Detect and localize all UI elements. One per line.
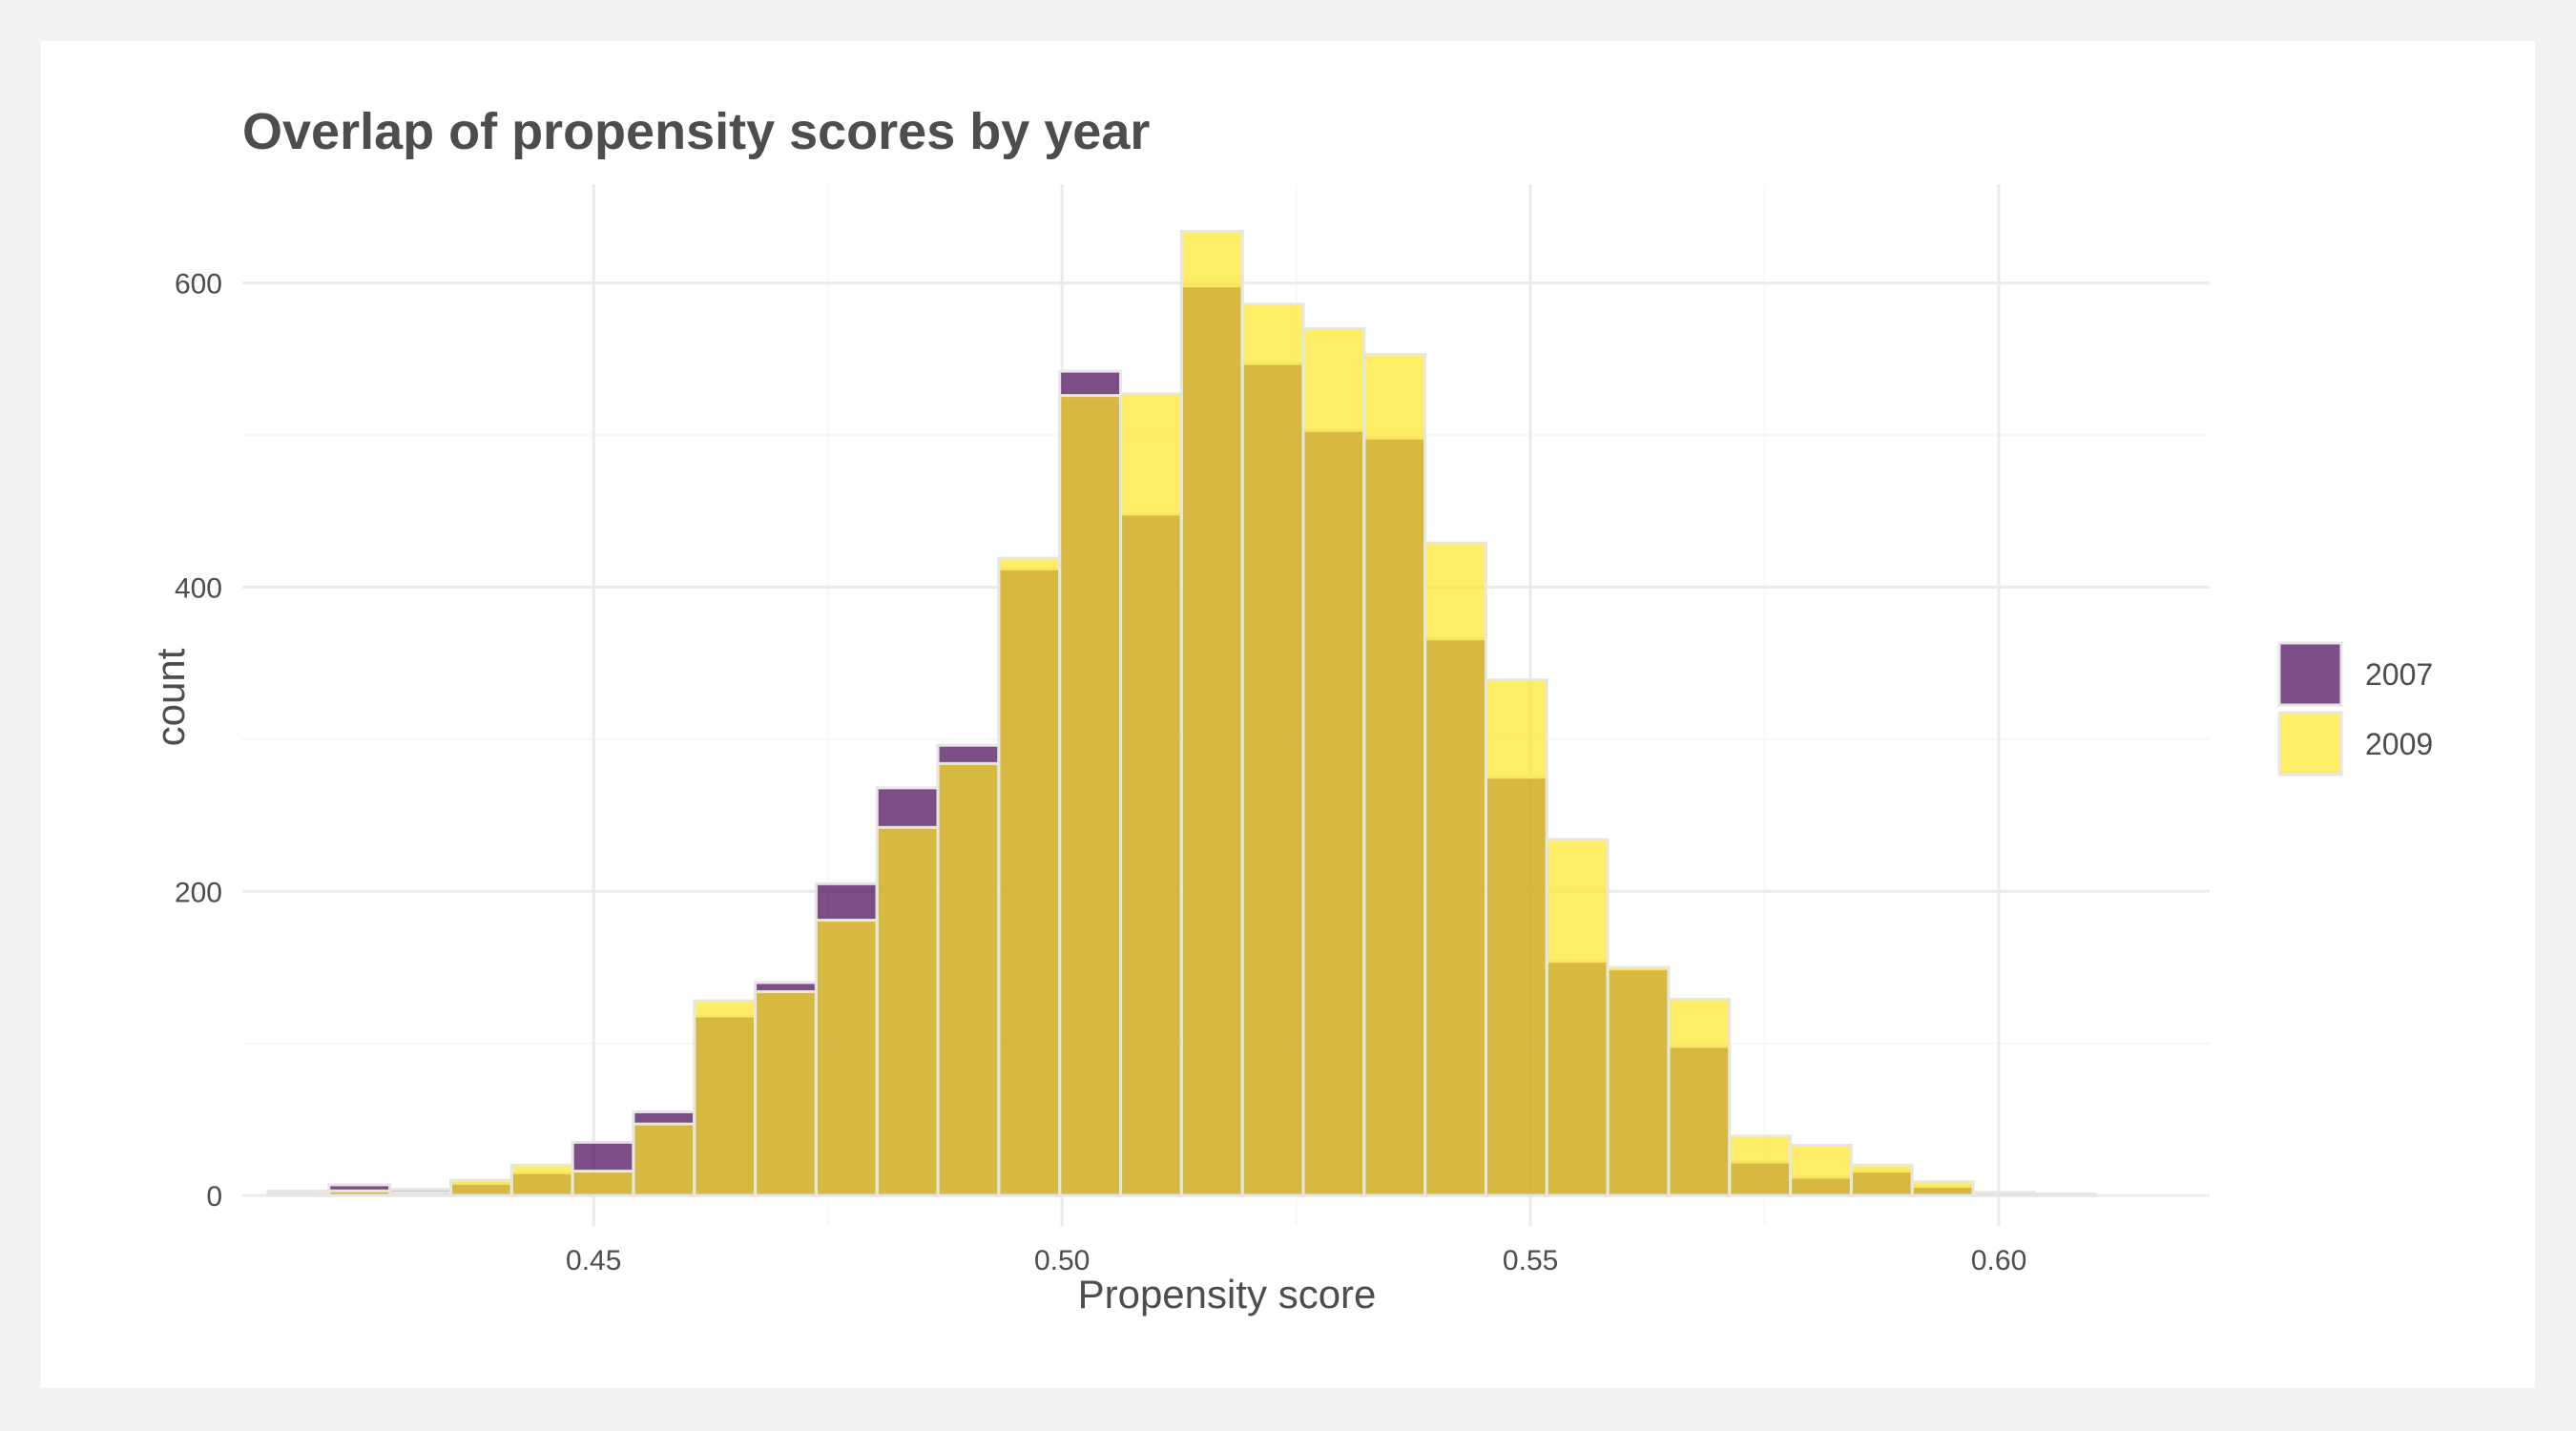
bar-2009-19 — [1423, 541, 1487, 1197]
bar-2009-25 — [1789, 1144, 1853, 1197]
bar-2009-26 — [1849, 1163, 1914, 1197]
bar-2009-4 — [509, 1163, 574, 1197]
y-tick-label: 600 — [175, 269, 222, 301]
bar-2009-2 — [388, 1191, 452, 1197]
bar-2009-7 — [693, 999, 758, 1197]
chart-title: Overlap of propensity scores by year — [242, 103, 1150, 160]
x-tick-label: 0.60 — [1971, 1245, 2026, 1276]
bar-2009-13 — [1058, 394, 1123, 1197]
bar-2009-17 — [1301, 326, 1366, 1197]
bar-2009-15 — [1179, 229, 1244, 1197]
bar-2009-12 — [997, 556, 1062, 1197]
legend-label-2009: 2009 — [2365, 727, 2433, 761]
bars-layer — [266, 229, 2097, 1197]
x-tick-label: 0.50 — [1034, 1245, 1090, 1276]
y-axis-ticks: 0 200 400 600 — [175, 269, 222, 1213]
bar-2009-8 — [754, 989, 818, 1197]
legend-key-2009 — [2277, 711, 2343, 777]
chart-panel: 0.45 0.50 0.55 0.60 0 200 400 600 Overlap of p… — [41, 41, 2535, 1388]
bar-2009-21 — [1545, 838, 1610, 1197]
histogram-chart: 0.45 0.50 0.55 0.60 0 200 400 600 Overlap of p… — [148, 103, 2433, 1317]
bar-2009-0 — [266, 1191, 331, 1197]
legend-key-2007 — [2277, 641, 2343, 707]
x-axis-ticks: 0.45 0.50 0.55 0.60 — [566, 1245, 2026, 1276]
bar-2009-23 — [1667, 997, 1732, 1197]
legend: 2007 2009 — [2277, 641, 2433, 777]
x-tick-label: 0.45 — [566, 1245, 621, 1276]
bar-2009-18 — [1362, 353, 1427, 1197]
bar-2009-11 — [936, 761, 1001, 1197]
bar-2009-27 — [1910, 1180, 1975, 1197]
bar-2009-24 — [1728, 1134, 1793, 1197]
x-axis-title: Propensity score — [1078, 1272, 1377, 1317]
bar-2009-10 — [875, 825, 940, 1197]
bar-2009-16 — [1240, 302, 1305, 1197]
y-tick-label: 0 — [206, 1181, 222, 1213]
bar-2009-9 — [814, 919, 879, 1197]
y-axis-title: count — [148, 648, 193, 746]
bar-2009-6 — [632, 1122, 696, 1197]
y-tick-label: 200 — [175, 877, 222, 908]
x-tick-label: 0.55 — [1503, 1245, 1558, 1276]
bar-2009-29 — [2032, 1192, 2097, 1197]
bar-2009-14 — [1119, 392, 1183, 1197]
series-2009 — [266, 229, 2097, 1197]
bar-2009-22 — [1606, 965, 1671, 1197]
bar-2009-20 — [1484, 678, 1548, 1197]
bar-2009-3 — [448, 1178, 513, 1197]
bar-2009-5 — [571, 1170, 635, 1197]
legend-label-2007: 2007 — [2365, 657, 2433, 692]
bar-2009-1 — [327, 1189, 392, 1197]
y-tick-label: 400 — [175, 572, 222, 604]
bar-2009-28 — [1971, 1191, 2036, 1197]
